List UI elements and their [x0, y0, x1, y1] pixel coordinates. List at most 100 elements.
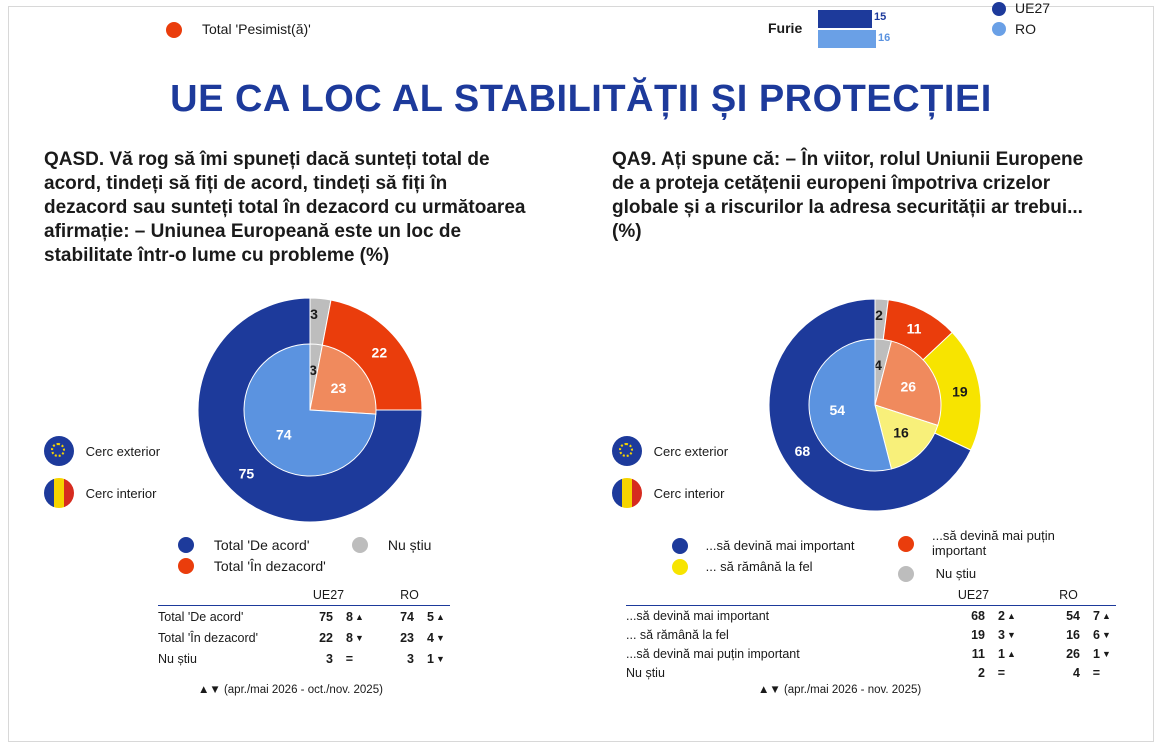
header-ue27: UE27 — [957, 588, 990, 602]
ro-trend-icon: ▼ — [1102, 629, 1111, 640]
ro-trend-icon — [1100, 663, 1116, 682]
left-outer-legend: Cerc exterior — [44, 436, 160, 466]
table-row: ...să devină mai puțin important 11 1 ▲ 26 1 ▼ — [626, 644, 1116, 663]
left-question: QASD. Vă rog să îmi spuneți dacă sunteți… — [44, 148, 584, 268]
inner-slice — [243, 343, 377, 477]
row-label: ... să rămână la fel — [626, 627, 729, 642]
row-label: Total 'De acord' — [158, 609, 244, 624]
row-label: Nu știu — [626, 665, 665, 680]
inner-data-label: 54 — [830, 402, 846, 418]
right-footnote: ▲▼ (apr./mai 2026 - nov. 2025) — [758, 684, 922, 696]
ue27-trend-icon: ▼ — [355, 632, 364, 643]
page-frame — [8, 6, 1154, 742]
row-label: Total 'În dezacord' — [158, 630, 258, 645]
ro-change: 1 — [1093, 646, 1100, 661]
ue27-value: 3 — [326, 651, 333, 666]
left-donut-chart: 3 22 75 3 23 74 — [197, 297, 423, 523]
inner-slice — [874, 340, 942, 427]
left-question-line: QASD. Vă rog să îmi spuneți dacă sunteți… — [44, 149, 490, 170]
ro-value: 4 — [1073, 665, 1080, 680]
previous-section-strip: Total 'Pesimist(ă)' Furie 15 16 UE27 RO — [0, 0, 1162, 52]
table-row: Nu știu 2 = 4 = — [626, 663, 1116, 682]
ue27-trend-icon: ▲ — [1007, 610, 1016, 621]
outer-data-label: 68 — [795, 443, 811, 459]
legend-dot-icon — [672, 537, 688, 554]
ro-value: 23 — [400, 630, 414, 645]
ue27-change: 8 — [346, 630, 353, 645]
ue27-change: = — [997, 665, 1005, 680]
right-question-line: (%) — [612, 221, 642, 242]
eu-flag-icon — [612, 436, 642, 466]
row-label: Nu știu — [158, 651, 197, 666]
ro-change: 7 — [1093, 608, 1100, 623]
outer-data-label: 19 — [952, 384, 968, 400]
outer-data-label: 75 — [239, 466, 255, 482]
ue27-value: 11 — [971, 646, 985, 661]
ro-dot-icon — [992, 22, 1006, 36]
header-ro: RO — [400, 588, 419, 602]
inner-data-label: 16 — [893, 425, 909, 441]
pessimist-label: Total 'Pesimist(ă)' — [202, 21, 311, 37]
right-legend-dontknow: Nu știu — [898, 565, 976, 582]
legend-dot-icon — [178, 537, 194, 554]
table-row: ...să devină mai important 68 2 ▲ 54 7 ▲ — [626, 606, 1116, 626]
outer-data-label: 11 — [907, 320, 922, 336]
outer-circle-label: Cerc exterior — [653, 443, 729, 459]
ro-trend-icon: ▼ — [1102, 648, 1111, 659]
ro-flag-icon — [44, 478, 74, 508]
ro-value: 3 — [407, 651, 414, 666]
inner-data-label: 4 — [874, 357, 882, 373]
right-legend-more: ...să devină mai important — [672, 537, 854, 554]
left-legend-agree: Total 'De acord' — [178, 536, 310, 554]
legend-label: ...să devină mai puțin important — [932, 528, 1055, 558]
ue27-trend-icon: ▲ — [355, 611, 364, 622]
inner-slice — [309, 344, 377, 415]
ue27-value: 68 — [971, 608, 985, 623]
legend-label: Nu știu — [935, 566, 977, 582]
ue27-dot-icon — [992, 2, 1006, 16]
inner-circle-label: Cerc interior — [653, 485, 725, 501]
page-title: UE CA LOC AL STABILITĂȚII ȘI PROTECȚIEI — [170, 78, 992, 120]
ue27-value: 19 — [971, 627, 985, 642]
left-data-table: UE27 RO Total 'De acord' 75 8 ▲ 74 5 ▲ Total 'Î… — [158, 585, 450, 669]
ro-value: 16 — [1066, 627, 1080, 642]
legend-dot-icon — [898, 565, 914, 582]
ro-trend-icon: ▲ — [436, 611, 445, 622]
legend-dot-icon — [898, 536, 914, 552]
ue27-change: 2 — [998, 608, 1005, 623]
legend-label: ... să rămână la fel — [705, 559, 813, 575]
legend-dot-icon — [178, 558, 194, 575]
ue27-trend-icon — [1005, 663, 1021, 682]
ue27-change: 1 — [998, 646, 1005, 661]
outer-data-label: 3 — [310, 306, 318, 322]
pessimist-dot-icon — [166, 22, 182, 38]
ue27-trend-icon — [353, 648, 369, 669]
table-header-row: UE27 RO — [626, 585, 1116, 606]
outer-circle-label: Cerc exterior — [85, 443, 161, 459]
ro-trend-icon: ▼ — [436, 653, 445, 664]
right-question-line: QA9. Ați spune că: – În viitor, rolul Un… — [612, 149, 1084, 170]
legend-label: Total 'De acord' — [213, 537, 310, 554]
ue27-value: 75 — [319, 609, 333, 624]
right-outer-legend: Cerc exterior — [612, 436, 728, 466]
left-question-line: acord, tindeți să fiți de acord, tindeți… — [44, 173, 448, 194]
ue27-trend-icon: ▲ — [1007, 648, 1016, 659]
row-label: ...să devină mai puțin important — [626, 646, 800, 661]
inner-slice — [808, 338, 893, 472]
ro-value: 26 — [1066, 646, 1080, 661]
ue27-change: = — [345, 651, 353, 666]
header-ro: RO — [1059, 588, 1078, 602]
furie-ro-value: 16 — [878, 32, 891, 44]
left-legend-dontknow: Nu știu — [352, 536, 431, 554]
inner-data-label: 74 — [276, 427, 292, 443]
right-question-line: de a proteja cetățenii europeni împotriv… — [612, 173, 1051, 194]
right-question: QA9. Ați spune că: – În viitor, rolul Un… — [612, 148, 1152, 244]
inner-data-label: 3 — [309, 362, 317, 378]
right-question-line: globale și a riscurilor la adresa securi… — [612, 197, 1083, 218]
right-donut-chart: 2 11 19 68 4 26 16 54 — [768, 298, 982, 512]
furie-ue-value: 15 — [874, 11, 887, 23]
furie-ue-bar — [818, 10, 872, 28]
legend-ro: RO — [1015, 21, 1036, 37]
ro-change: 4 — [427, 630, 434, 645]
left-footnote: ▲▼ (apr./mai 2026 - oct./nov. 2025) — [198, 684, 383, 696]
